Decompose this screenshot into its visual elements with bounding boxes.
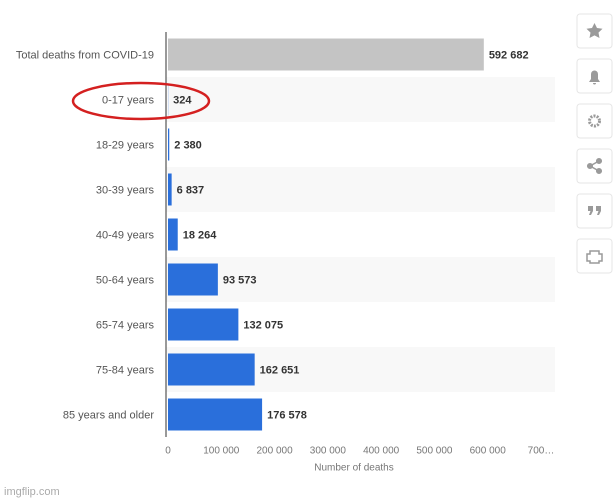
cite-button[interactable] — [576, 193, 613, 229]
x-tick-label: 200 000 — [256, 446, 293, 457]
x-tick-label: 100 000 — [203, 446, 240, 457]
x-tick-label: 0 — [165, 446, 171, 457]
row-band — [166, 167, 555, 212]
watermark: imgflip.com — [4, 486, 60, 498]
y-tick-label: Total deaths from COVID-19 — [16, 49, 154, 61]
bar — [168, 263, 218, 296]
value-label: 93 573 — [223, 274, 257, 286]
gear-icon — [588, 114, 601, 128]
highlight-circle — [71, 81, 211, 121]
value-label: 2 380 — [174, 139, 202, 151]
value-label: 6 837 — [177, 184, 205, 196]
side-toolbar — [576, 13, 613, 274]
bell-icon — [589, 70, 600, 85]
bar — [168, 218, 178, 251]
value-label: 162 651 — [260, 364, 300, 376]
share-icon — [586, 157, 603, 175]
bar — [168, 398, 263, 431]
value-label: 18 264 — [183, 229, 218, 241]
value-label: 592 682 — [489, 49, 529, 61]
y-tick-label: 40-49 years — [96, 229, 155, 241]
bar — [168, 38, 484, 71]
x-tick-label: 400 000 — [363, 446, 400, 457]
bar — [168, 128, 170, 161]
print-button[interactable] — [576, 238, 613, 274]
settings-button[interactable] — [576, 103, 613, 139]
x-tick-label: 600 000 — [470, 446, 507, 457]
value-label: 132 075 — [243, 319, 283, 331]
x-tick-label: 300 000 — [310, 446, 347, 457]
share-button[interactable] — [576, 148, 613, 184]
bar — [168, 173, 172, 206]
star-icon — [586, 23, 603, 38]
quote-icon — [588, 206, 601, 215]
print-icon — [586, 250, 603, 264]
bar — [168, 308, 239, 341]
row-bands — [166, 77, 555, 392]
row-band — [166, 257, 555, 302]
y-tick-label: 50-64 years — [96, 274, 155, 286]
value-label: 324 — [173, 94, 192, 106]
y-tick-label: 75-84 years — [96, 364, 155, 376]
y-tick-label: 0-17 years — [102, 94, 154, 106]
value-label: 176 578 — [267, 409, 307, 421]
x-tick-label: 700… — [528, 446, 555, 457]
x-axis-label: Number of deaths — [314, 463, 394, 474]
y-tick-label: 65-74 years — [96, 319, 155, 331]
y-tick-label: 30-39 years — [96, 184, 155, 196]
y-tick-label: 85 years and older — [63, 409, 154, 421]
y-tick-label: 18-29 years — [96, 139, 155, 151]
x-tick-label: 500 000 — [416, 446, 453, 457]
bar — [168, 353, 255, 386]
row-band — [166, 77, 555, 122]
